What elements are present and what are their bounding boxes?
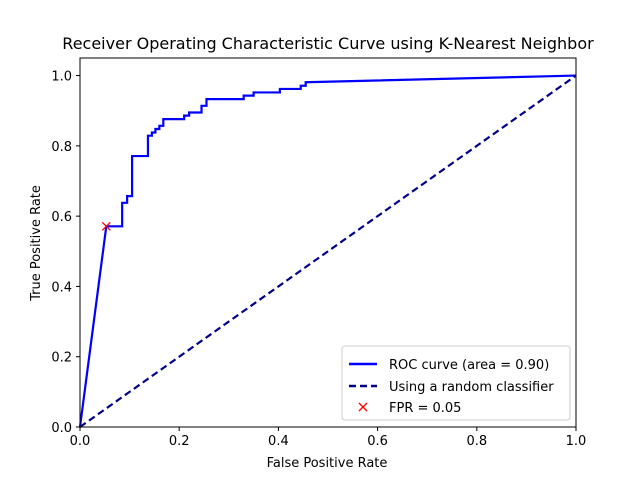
roc-curve-line: [78, 74, 577, 428]
x-tick-label: 1.0: [566, 434, 587, 449]
y-tick-label: 0.0: [51, 421, 72, 436]
random-classifier-line: [79, 74, 577, 428]
y-tick-label: 0.2: [51, 351, 72, 366]
x-tick-label: 0.2: [169, 434, 190, 449]
y-tick-label: 0.6: [51, 210, 72, 225]
y-axis: 0.0 0.2 0.4 0.6 0.8 1.0: [51, 70, 80, 436]
fpr-marker: [101, 221, 111, 231]
x-axis-label: False Positive Rate: [267, 456, 388, 471]
x-tick-label: 0.8: [466, 434, 487, 449]
y-tick-label: 0.4: [51, 280, 72, 295]
marker-layer: [101, 221, 111, 231]
plot-border: [79, 57, 577, 428]
y-tick-label: 0.8: [51, 140, 72, 155]
x-tick-label: 0.6: [367, 434, 388, 449]
chart-title: Receiver Operating Characteristic Curve …: [62, 34, 594, 53]
legend-entry-random: Using a random classifier: [389, 380, 554, 395]
x-tick-label: 0.4: [268, 434, 289, 449]
y-tick-label: 1.0: [51, 70, 72, 85]
y-axis-label: True Positive Rate: [29, 185, 44, 302]
legend: ROC curve (area = 0.90) Using a random c…: [341, 345, 571, 421]
legend-box: [341, 345, 571, 421]
legend-swatch-fpr: [358, 402, 368, 412]
x-axis: 0.0 0.2 0.4 0.6 0.8 1.0: [70, 427, 587, 449]
series-layer: [78, 74, 577, 428]
legend-entry-fpr: FPR = 0.05: [389, 401, 461, 416]
x-tick-label: 0.0: [70, 434, 91, 449]
legend-entry-roc: ROC curve (area = 0.90): [389, 358, 549, 373]
